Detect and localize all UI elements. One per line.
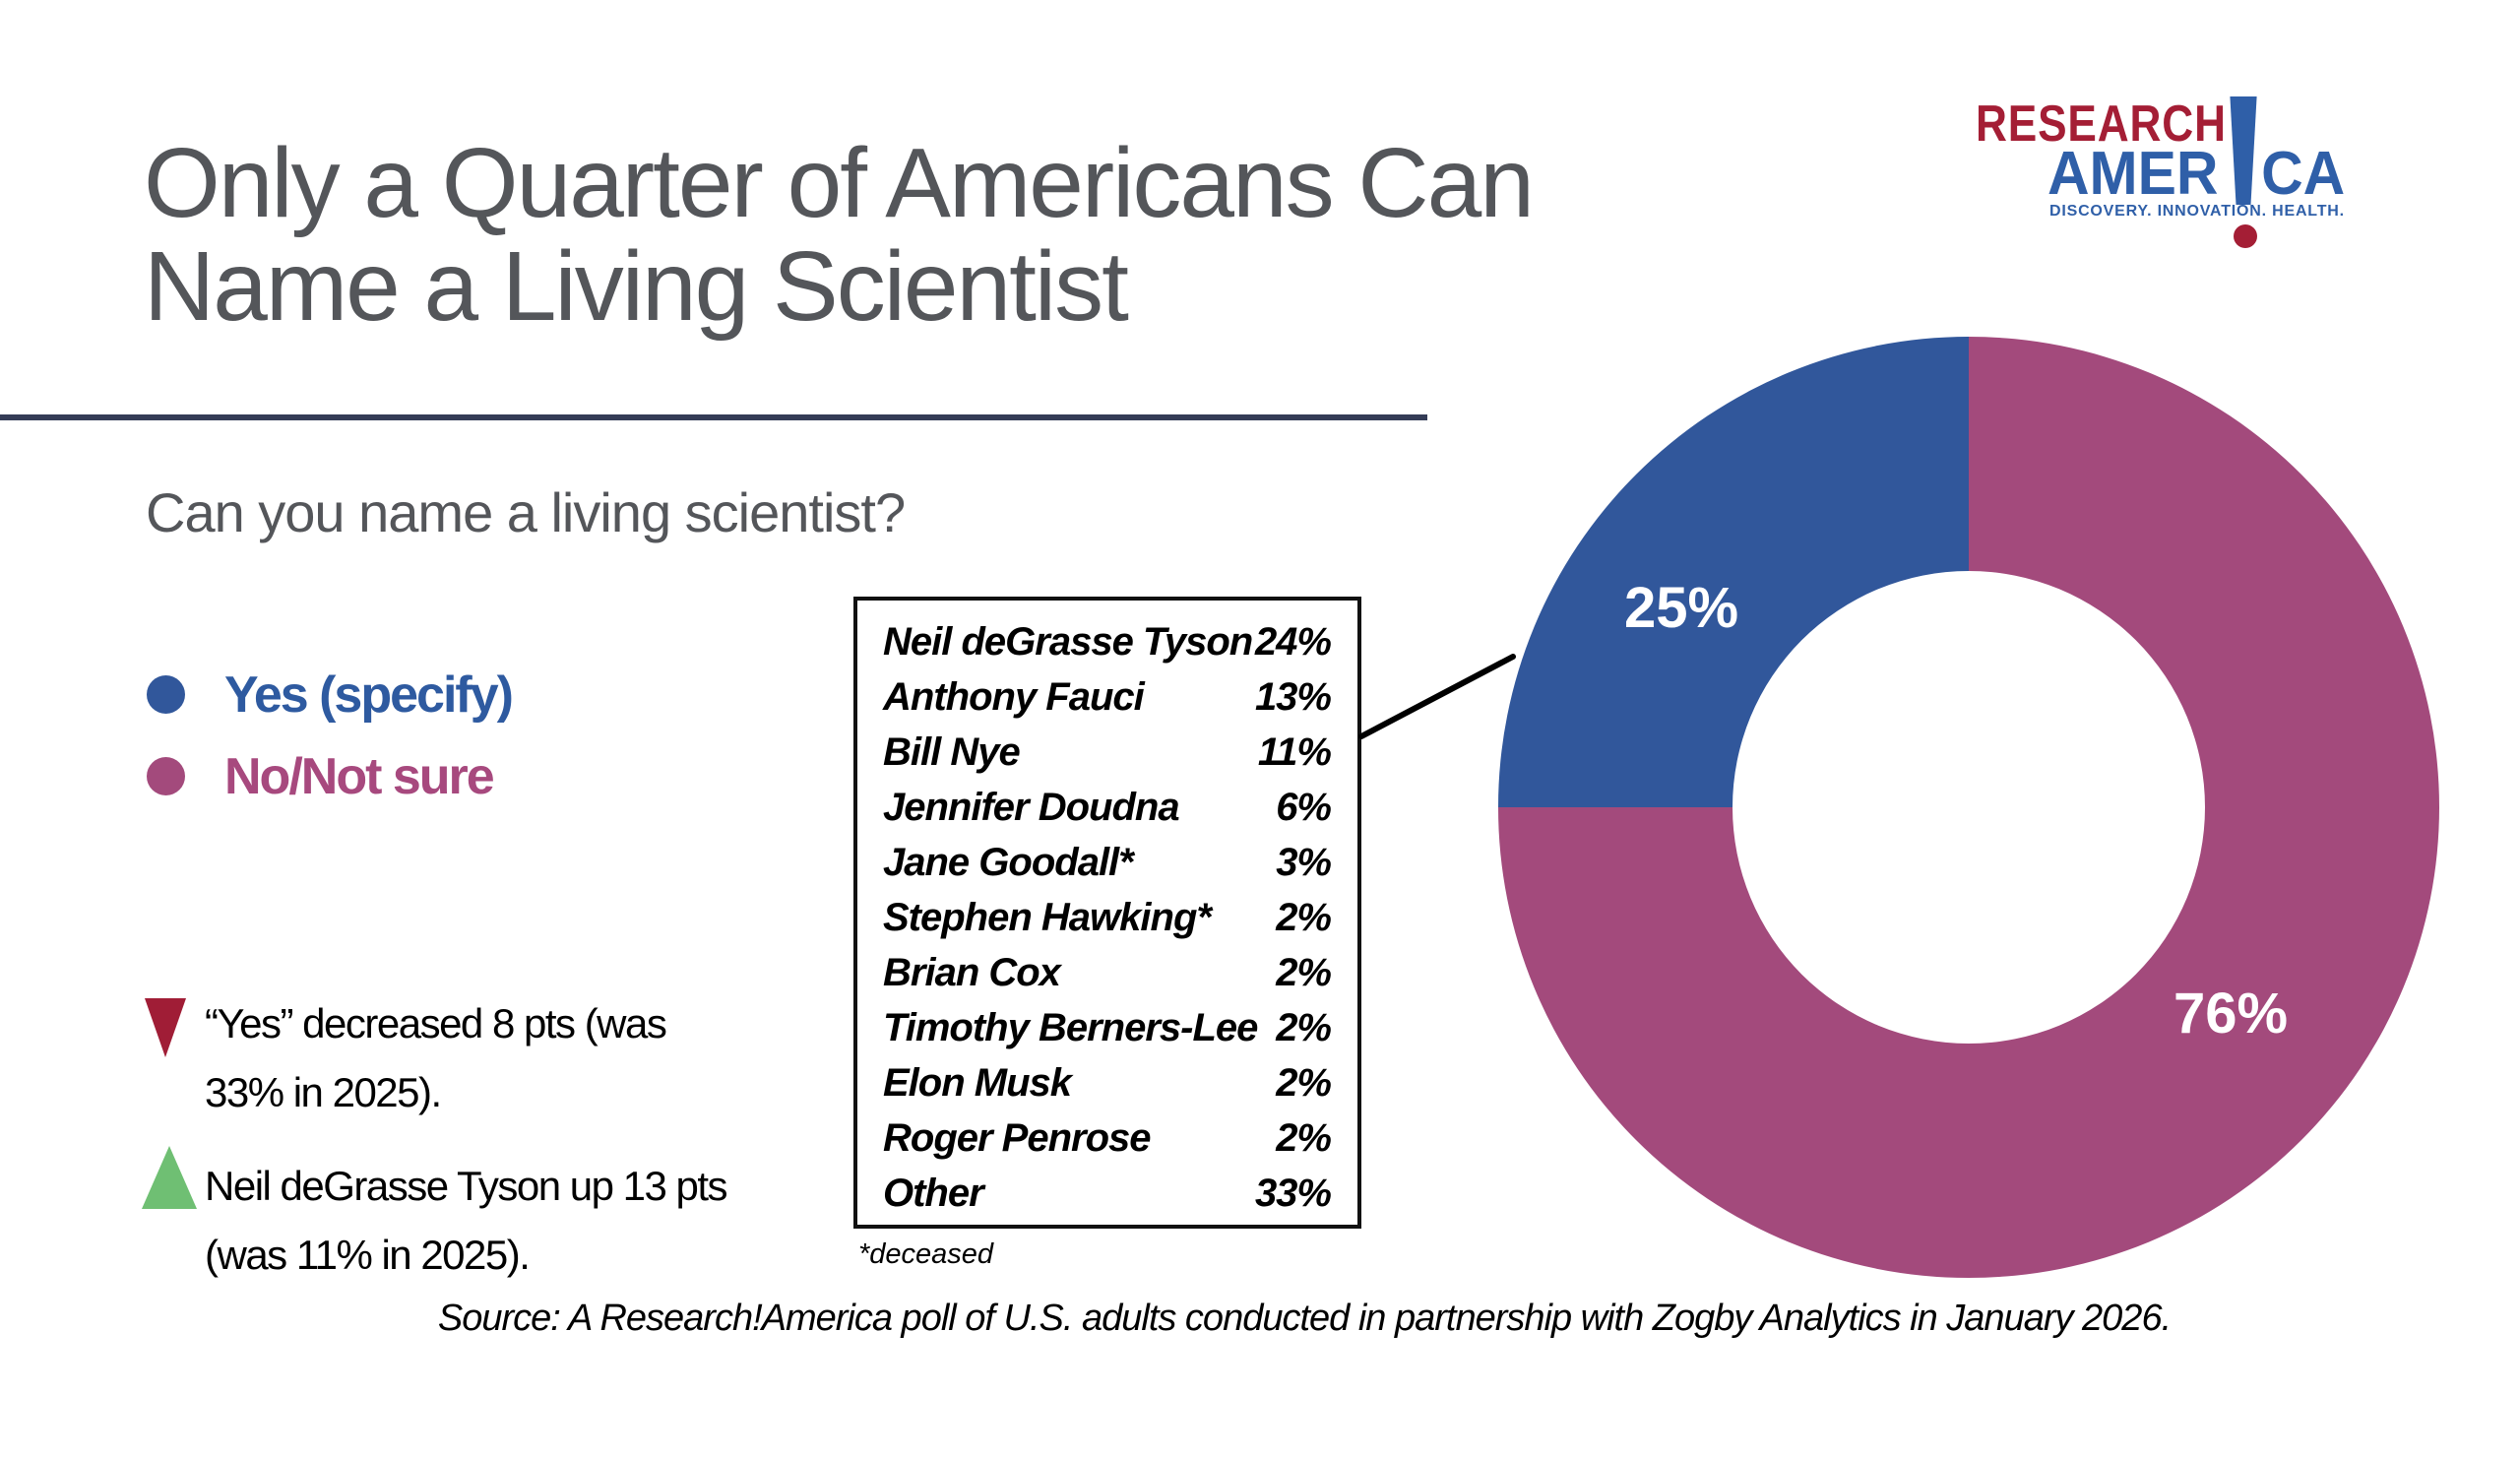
donut-slice-no [1498, 337, 2439, 1278]
annotation-line: (was 11% in 2025). [205, 1232, 531, 1278]
scientist-name: Timothy Berners-Lee [883, 1006, 1258, 1049]
scientist-pct: 2% [1276, 1116, 1332, 1160]
scientist-row: Stephen Hawking* 2% [883, 890, 1332, 945]
page-title: Only a Quarter of Americans Can Name a L… [144, 128, 1535, 342]
logo-word-research: RESEARCH [1976, 95, 2227, 153]
donut-value-label-no: 76% [2173, 982, 2289, 1046]
donut-chart [1498, 337, 2439, 1278]
exclamation-dot-icon [2234, 224, 2257, 248]
divider-line [0, 414, 1427, 420]
scientist-row: Anthony Fauci 13% [883, 669, 1332, 725]
scientist-pct: 2% [1276, 1061, 1332, 1105]
scientist-row: Timothy Berners-Lee 2% [883, 1000, 1332, 1055]
scientist-name: Bill Nye [883, 730, 1021, 774]
scientist-pct: 13% [1254, 675, 1332, 719]
legend-swatch-yes-icon [147, 675, 185, 714]
annotation-line: “Yes” decreased 8 pts (was [205, 1000, 667, 1046]
source-note: Source: A Research!America poll of U.S. … [437, 1298, 2172, 1339]
scientist-pct: 2% [1276, 951, 1332, 994]
legend-label-yes: Yes (specify) [224, 666, 514, 724]
scientist-name: Roger Penrose [883, 1116, 1152, 1160]
scientist-row: Elon Musk 2% [883, 1055, 1332, 1110]
donut-slice-yes [1498, 337, 1969, 807]
scientist-row: Jane Goodall* 3% [883, 835, 1332, 890]
scientist-name: Brian Cox [883, 951, 1061, 994]
callout-line [1358, 654, 1516, 739]
deceased-footnote: *deceased [858, 1238, 994, 1270]
annotation-line: Neil deGrasse Tyson up 13 pts [205, 1163, 728, 1209]
logo-word-ca: CA [2261, 140, 2346, 208]
scientist-pct: 2% [1276, 896, 1332, 939]
scientist-pct: 2% [1276, 1006, 1332, 1049]
scientist-row: Other 33% [883, 1166, 1332, 1221]
annotation-yes-decreased: “Yes” decreased 8 pts (was 33% in 2025). [205, 989, 667, 1127]
scientist-row: Neil deGrasse Tyson 24% [883, 614, 1332, 669]
scientist-name: Other [883, 1172, 984, 1215]
scientist-row: Bill Nye 11% [883, 725, 1332, 780]
scientist-name: Anthony Fauci [883, 675, 1145, 719]
scientist-pct: 24% [1254, 620, 1332, 664]
triangle-up-icon [142, 1146, 197, 1209]
legend-item-no: No/Not sure [147, 735, 512, 817]
logo-word-amer: AMER [2048, 140, 2219, 208]
logo-word-america: AMER CA [2048, 144, 2345, 205]
scientist-pct: 6% [1276, 786, 1332, 829]
legend-swatch-no-icon [147, 757, 185, 795]
scientist-name: Jane Goodall* [883, 841, 1134, 884]
legend-item-yes: Yes (specify) [147, 654, 514, 735]
scientists-breakdown-box: Neil deGrasse Tyson 24% Anthony Fauci 13… [853, 597, 1361, 1229]
triangle-down-icon [145, 998, 186, 1057]
scientist-pct: 11% [1257, 730, 1332, 774]
scientist-name: Neil deGrasse Tyson [883, 620, 1253, 664]
scientist-row: Jennifer Doudna 6% [883, 780, 1332, 835]
logo-tagline: DISCOVERY. INNOVATION. HEALTH. [2049, 203, 2345, 220]
chart-question: Can you name a living scientist? [146, 481, 906, 543]
title-line-2: Name a Living Scientist [144, 231, 1129, 342]
chart-legend: Yes (specify) No/Not sure [147, 654, 514, 817]
scientist-name: Stephen Hawking* [883, 896, 1212, 939]
research-america-logo: RESEARCH AMER CA DISCOVERY. INNOVATION. … [1959, 89, 2382, 266]
scientist-row: Roger Penrose 2% [883, 1110, 1332, 1166]
scientist-name: Jennifer Doudna [883, 786, 1180, 829]
annotation-tyson-up: Neil deGrasse Tyson up 13 pts (was 11% i… [205, 1152, 728, 1290]
scientist-pct: 3% [1276, 841, 1332, 884]
scientist-row: Brian Cox 2% [883, 945, 1332, 1000]
legend-label-no: No/Not sure [224, 747, 495, 805]
scientist-name: Elon Musk [883, 1061, 1072, 1105]
title-line-1: Only a Quarter of Americans Can [144, 128, 1535, 238]
donut-value-label-yes: 25% [1623, 576, 1739, 640]
scientist-pct: 33% [1254, 1172, 1332, 1215]
annotation-line: 33% in 2025). [205, 1069, 442, 1115]
